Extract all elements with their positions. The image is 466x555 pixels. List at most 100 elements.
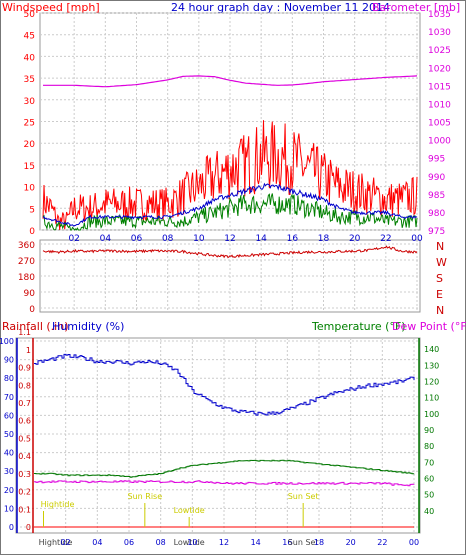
gust-line: [42, 120, 418, 231]
wind-tick-label: 50: [24, 10, 36, 20]
wind-tick-label: 25: [24, 119, 35, 129]
barometer-tick-label: 1015: [428, 82, 451, 92]
bottom-x-tick-label: 06: [124, 538, 134, 547]
barometer-tick-label: 1010: [428, 100, 451, 110]
bottom-x-tick-label: 22: [377, 538, 387, 547]
dewpoint-line: [34, 480, 415, 487]
temperature-tick-label: 80: [424, 442, 434, 451]
barometer-tick-label: 990: [428, 173, 445, 183]
rainfall-tick-label: 0.3: [18, 470, 31, 479]
humidity-tick-label: 50: [4, 430, 14, 439]
x-tick-label: 14: [255, 234, 267, 244]
x-tick-label: 16: [287, 234, 299, 244]
humidity-tick-label: 30: [4, 467, 14, 476]
temperature-tick-label: 120: [424, 377, 439, 386]
axis-labels: 0510152025303540455097598098599099510001…: [0, 10, 451, 547]
barometer-tick-label: 995: [428, 155, 445, 165]
average-wind-line: [42, 182, 418, 227]
temperature-tick-label: 70: [424, 458, 434, 467]
rainfall-tick-label: 0: [26, 523, 31, 532]
bottom-x-tick-label: 10: [187, 538, 197, 547]
wind-tick-label: 5: [29, 205, 35, 215]
rainfall-tick-label: 0.7: [18, 399, 31, 408]
bottom-x-tick-label: 20: [346, 538, 356, 547]
dewpoint-axis-label: Dew Point (°F): [392, 320, 466, 333]
direction-tick-label: 90: [24, 289, 36, 299]
direction-tick-label: 180: [18, 273, 35, 283]
compass-label: N: [436, 240, 444, 253]
bottom-x-tick-label: Sun Set: [288, 538, 319, 547]
wind-tick-label: 10: [24, 184, 36, 194]
direction-plot: [42, 245, 418, 259]
barometer-tick-label: 1020: [428, 64, 451, 74]
direction-tick-label: 360: [18, 241, 35, 251]
humidity-tick-label: 100: [0, 337, 14, 346]
humidity-tick-label: 20: [4, 486, 14, 495]
temperature-axis-label: Temperature (°F): [311, 320, 406, 333]
rainfall-tick-label: 0.9: [18, 364, 31, 373]
humidity-grid: [16, 338, 420, 533]
humidity-tick-label: 10: [4, 504, 14, 513]
rainfall-tick-label: 1.1: [18, 328, 31, 337]
bottom-x-tick-label: Hightide: [39, 538, 73, 547]
event-label: Lowtide: [174, 506, 205, 515]
temperature-tick-label: 130: [424, 361, 439, 370]
barometer-tick-label: 975: [428, 227, 445, 237]
bottom-x-tick-label: 04: [92, 538, 102, 547]
rainfall-tick-label: 0.6: [18, 417, 31, 426]
barometer-tick-label: 980: [428, 209, 445, 219]
humidity-tick-label: 70: [4, 393, 14, 402]
rainfall-tick-label: 0.5: [18, 434, 31, 443]
direction-tick-label: 0: [29, 305, 35, 315]
wind-tick-label: 45: [24, 32, 35, 42]
barometer-line: [43, 75, 418, 88]
bottom-x-tick-label: 12: [219, 538, 229, 547]
barometer-tick-label: 1035: [428, 10, 451, 20]
wind-tick-label: 35: [24, 75, 35, 85]
bottom-x-tick-label: 16: [282, 538, 292, 547]
humidity-plot: [34, 353, 415, 528]
bottom-x-tick-label: 08: [156, 538, 166, 547]
bottom-x-tick-label: 00: [409, 538, 419, 547]
x-tick-label: 06: [131, 234, 143, 244]
rainfall-tick-label: 0.1: [18, 505, 31, 514]
bottom-x-tick-label: 14: [251, 538, 261, 547]
event-label: Hightide: [41, 500, 75, 509]
wind-line: [42, 193, 418, 231]
temperature-tick-label: 50: [424, 491, 434, 500]
humidity-tick-label: 60: [4, 411, 14, 420]
temperature-tick-label: 60: [424, 474, 434, 483]
humidity-tick-label: 80: [4, 374, 14, 383]
x-tick-label: 12: [224, 234, 235, 244]
barometer-tick-label: 985: [428, 191, 445, 201]
chart-title: 24 hour graph day : November 11 2014: [171, 1, 390, 14]
humidity-tick-label: 0: [9, 523, 14, 532]
rainfall-tick-label: 1: [26, 346, 31, 355]
humidity-panel-frame: [15, 337, 421, 534]
humidity-axis-label: Humidity (%): [52, 320, 124, 333]
temperature-tick-label: 40: [424, 507, 434, 516]
x-tick-label: 02: [68, 234, 79, 244]
temperature-tick-label: 100: [424, 410, 439, 419]
rainfall-axis-label: Rainfall (.in): [2, 320, 69, 333]
rainfall-tick-label: 0.2: [18, 488, 31, 497]
temperature-line: [34, 459, 415, 478]
bottom-x-tick-label: 02: [61, 538, 71, 547]
barometer-tick-label: 1030: [428, 28, 451, 38]
compass-label: N: [436, 304, 444, 317]
temperature-tick-label: 110: [424, 394, 439, 403]
temperature-tick-label: 90: [424, 426, 434, 435]
rainfall-tick-label: 0.8: [18, 381, 31, 390]
barometer-tick-label: 1000: [428, 137, 451, 147]
humidity-tick-label: 90: [4, 356, 14, 365]
compass-label: S: [436, 272, 443, 285]
bottom-x-tick-label: 18: [314, 538, 324, 547]
direction-tick-label: 270: [18, 257, 35, 267]
wind-tick-label: 15: [24, 162, 35, 172]
rainfall-tick-label: 0.4: [18, 452, 31, 461]
wind-plot: [42, 75, 418, 231]
compass-label: W: [436, 256, 447, 269]
humidity-tick-label: 40: [4, 449, 14, 458]
x-tick-label: 00: [411, 234, 423, 244]
